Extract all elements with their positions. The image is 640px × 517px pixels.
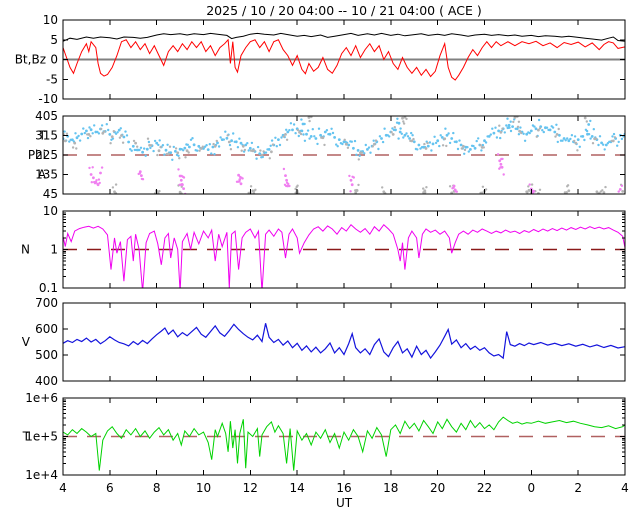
series-bz: [62, 38, 626, 81]
panel-ylabel-t: T: [22, 430, 31, 444]
x-tick-label: 14: [290, 481, 305, 495]
y-tick-label: 1e+6: [25, 391, 58, 405]
y-tick-label: -10: [38, 92, 58, 106]
scatter-anisotropy-dots: [88, 153, 624, 195]
x-tick-label: 22: [477, 481, 492, 495]
panel-ylabel-a: A: [38, 168, 47, 182]
y-tick-label: 405: [35, 109, 58, 123]
y-tick-label: 1e+5: [25, 430, 58, 444]
x-tick-label: 8: [153, 481, 161, 495]
y-tick-label: 5: [50, 33, 58, 47]
plot-title: 2025 / 10 / 20 04:00 -- 10 / 21 04:00 ( …: [206, 3, 482, 18]
panel-ylabel-v: V: [22, 335, 31, 349]
y-tick-label: 500: [35, 348, 58, 362]
y-tick-label: 135: [35, 168, 58, 182]
x-tick-label: 2: [574, 481, 582, 495]
panel-density: 10 1 0.1 N: [21, 204, 626, 295]
series-solar-wind-speed: [62, 323, 626, 360]
panel-speed: 700 600 500 400 V: [22, 296, 626, 388]
y-tick-label: 1: [50, 243, 58, 257]
x-axis: 4 6 8 10 12 14 16 18 20 22 0 2 4: [59, 481, 629, 495]
y-tick-label: -5: [46, 72, 58, 86]
y-tick-label: 45: [43, 187, 58, 201]
panel-phi-t-a: 405 315 225 135 45 T Phi A: [28, 109, 626, 201]
x-tick-label: 4: [621, 481, 629, 495]
y-tick-label: 600: [35, 322, 58, 336]
x-tick-label: 16: [336, 481, 351, 495]
x-tick-label: 0: [527, 481, 535, 495]
panel-ylabel-n: N: [21, 243, 30, 257]
panel-ylabel-btbz: Bt,Bz: [15, 53, 46, 67]
panel-ylabel-phi: Phi: [28, 148, 46, 162]
series-proton-temperature: [62, 416, 626, 471]
x-axis-label: UT: [336, 496, 353, 510]
x-tick-label: 10: [196, 481, 211, 495]
y-tick-label: 1e+4: [25, 468, 58, 482]
panel-temperature: 1e+6 1e+5 1e+4 T: [22, 391, 626, 482]
x-tick-label: 12: [243, 481, 258, 495]
panel-ylabel-t: T: [38, 129, 47, 143]
x-tick-label: 20: [430, 481, 445, 495]
y-tick-label: 0.1: [39, 281, 58, 295]
x-tick-label: 6: [106, 481, 114, 495]
chart-panels: 10 5 0 -5 -10 Bt,Bz 405 315 225 135 45 T Phi A 10 1 0.1 N…: [15, 13, 626, 482]
y-tick-label: 315: [35, 129, 58, 143]
y-tick-label: 700: [35, 296, 58, 310]
x-tick-label: 4: [59, 481, 67, 495]
y-tick-label: 10: [43, 13, 58, 27]
y-tick-label: 225: [35, 148, 58, 162]
panel-bt-bz: 10 5 0 -5 -10 Bt,Bz: [15, 13, 626, 106]
y-tick-label: 400: [35, 374, 58, 388]
x-tick-label: 18: [383, 481, 398, 495]
series-bt: [62, 32, 626, 42]
series-proton-density: [62, 223, 626, 289]
y-tick-label: 10: [43, 204, 58, 218]
y-tick-label: 0: [50, 53, 58, 67]
